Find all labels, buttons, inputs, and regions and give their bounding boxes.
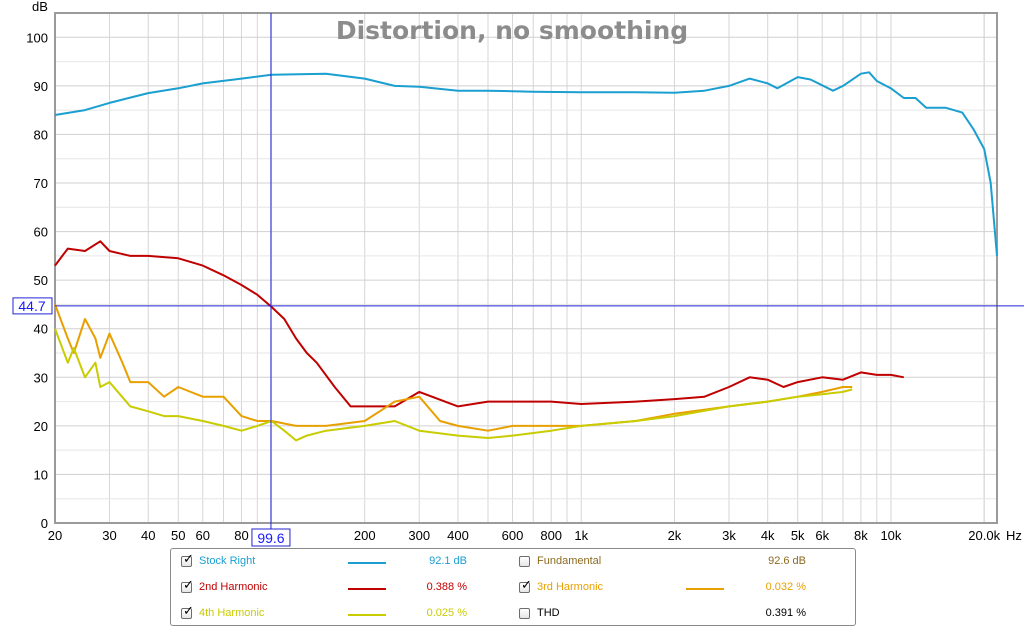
x-tick-label: 60 <box>196 528 210 543</box>
x-tick-label: 50 <box>171 528 185 543</box>
stock-right-label: Stock Right <box>199 555 256 567</box>
y-tick-label: 60 <box>34 225 48 240</box>
check-icon: ✓ <box>183 578 194 593</box>
check-icon: ✓ <box>183 604 194 619</box>
x-tick-label: 400 <box>447 528 469 543</box>
fundamental-checkbox[interactable] <box>519 556 530 567</box>
3rd-harmonic-checkbox[interactable]: ✓ <box>519 578 532 593</box>
4th-harmonic-label: 4th Harmonic <box>199 607 265 619</box>
series-line-3 <box>54 304 853 432</box>
legend-panel: ✓ Stock Right 92.1 dB Fundamental 92.6 d… <box>170 548 856 626</box>
y-tick-label: 40 <box>34 322 48 337</box>
check-icon: ✓ <box>521 578 532 593</box>
x-tick-label: 5k <box>791 528 805 543</box>
legend-item-2nd-harmonic[interactable]: ✓ 2nd Harmonic 0.388 % <box>181 577 501 601</box>
x-tick-label: 40 <box>141 528 155 543</box>
cursor-x-box[interactable] <box>251 528 291 547</box>
legend-item-thd[interactable]: THD 0.391 % <box>519 603 849 627</box>
x-tick-label: 600 <box>502 528 524 543</box>
cursor-y-box[interactable] <box>12 297 53 315</box>
x-axis-unit: Hz <box>1006 528 1022 543</box>
y-tick-label: 30 <box>34 370 48 385</box>
x-tick-label: 6k <box>815 528 829 543</box>
stock-right-value: 92.1 dB <box>429 555 467 567</box>
y-tick-label: 70 <box>34 176 48 191</box>
y-tick-label: 100 <box>26 30 48 45</box>
chart-title: Distortion, no smoothing <box>336 16 688 45</box>
3rd-harmonic-swatch <box>686 588 724 590</box>
fundamental-label: Fundamental <box>537 555 602 567</box>
legend-item-stock-right[interactable]: ✓ Stock Right 92.1 dB <box>181 551 501 575</box>
3rd-harmonic-label: 3rd Harmonic <box>537 581 604 593</box>
series-layer <box>54 71 998 442</box>
x-tick-label: 1k <box>574 528 588 543</box>
x-tick-label: 20 <box>48 528 62 543</box>
x-tick-label: 300 <box>408 528 430 543</box>
legend-item-3rd-harmonic[interactable]: ✓ 3rd Harmonic 0.032 % <box>519 577 849 601</box>
series-line-4 <box>54 328 853 442</box>
series-line-2 <box>54 240 904 408</box>
y-tick-label: 50 <box>34 273 48 288</box>
legend-row-1: ✓ Stock Right 92.1 dB Fundamental 92.6 d… <box>171 551 855 575</box>
2nd-harmonic-checkbox[interactable]: ✓ <box>181 578 194 593</box>
x-tick-label: 200 <box>354 528 376 543</box>
x-tick-label: 3k <box>722 528 736 543</box>
x-tick-label: 2k <box>668 528 682 543</box>
x-tick-label: 80 <box>234 528 248 543</box>
y-tick-label: 80 <box>34 127 48 142</box>
cursor-y-value: 44.7 <box>18 298 45 314</box>
cursor-x-value: 99.6 <box>257 530 284 546</box>
4th-harmonic-swatch <box>348 614 386 616</box>
y-tick-label: 10 <box>34 467 48 482</box>
fundamental-value: 92.6 dB <box>768 555 806 567</box>
thd-label: THD <box>537 607 560 619</box>
x-tick-label: 10k <box>880 528 901 543</box>
check-icon: ✓ <box>183 552 194 567</box>
2nd-harmonic-swatch <box>348 588 386 590</box>
4th-harmonic-value: 0.025 % <box>426 607 467 619</box>
legend-row-2: ✓ 2nd Harmonic 0.388 % ✓ 3rd Harmonic 0.… <box>171 577 855 601</box>
stock-right-swatch <box>348 562 386 564</box>
x-tick-label: 800 <box>540 528 562 543</box>
distortion-chart[interactable]: 99.6 44.7 0 10 20 30 40 50 60 70 80 90 100 20 30 40 50 6… <box>0 0 1024 548</box>
y-tick-label: 20 <box>34 419 48 434</box>
plot-area <box>55 13 997 523</box>
x-tick-label: 4k <box>761 528 775 543</box>
x-tick-label: 30 <box>102 528 116 543</box>
grid-layer <box>54 12 998 524</box>
thd-value: 0.391 % <box>765 607 806 619</box>
3rd-harmonic-value: 0.032 % <box>765 581 806 593</box>
4th-harmonic-checkbox[interactable]: ✓ <box>181 604 194 619</box>
2nd-harmonic-value: 0.388 % <box>426 581 467 593</box>
y-axis-unit: dB <box>32 0 48 14</box>
thd-checkbox[interactable] <box>519 608 530 619</box>
plot-frame <box>54 12 998 524</box>
2nd-harmonic-label: 2nd Harmonic <box>199 581 268 593</box>
legend-item-fundamental[interactable]: Fundamental 92.6 dB <box>519 551 849 575</box>
series-line-1 <box>54 71 998 256</box>
stock-right-checkbox[interactable]: ✓ <box>181 552 194 567</box>
label-layer: 0 10 20 30 40 50 60 70 80 90 100 20 30 40 50 60 80 200 300… <box>26 0 1022 543</box>
cursor-layer[interactable]: 99.6 44.7 <box>12 13 1024 547</box>
x-tick-label: 20.0k <box>968 528 1000 543</box>
legend-row-3: ✓ 4th Harmonic 0.025 % THD 0.391 % <box>171 603 855 627</box>
y-tick-label: 0 <box>41 516 48 531</box>
y-tick-label: 90 <box>34 79 48 94</box>
legend-item-4th-harmonic[interactable]: ✓ 4th Harmonic 0.025 % <box>181 603 501 627</box>
x-tick-label: 8k <box>854 528 868 543</box>
